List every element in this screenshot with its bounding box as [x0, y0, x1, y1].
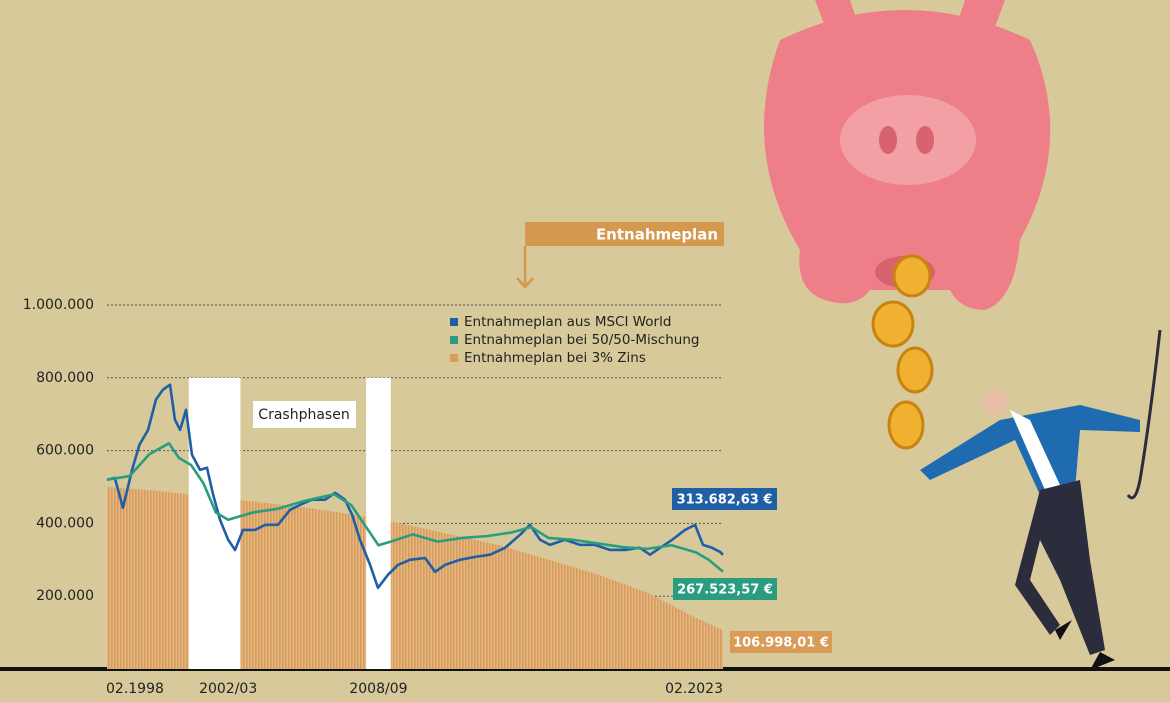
legend-swatch: [450, 354, 458, 362]
legend-label: Entnahmeplan bei 3% Zins: [464, 350, 646, 366]
legend-swatch: [450, 336, 458, 344]
line: [106, 442, 724, 573]
legend-swatch: [450, 318, 458, 326]
end-label: 267.523,57 €: [677, 583, 773, 598]
end-label-box: [672, 488, 777, 510]
illustration-man: [920, 329, 1162, 670]
illustration-pig: [764, 0, 1051, 310]
area: [107, 487, 723, 669]
line: [106, 383, 724, 590]
crash-phase: [188, 377, 241, 669]
legend-label: Entnahmeplan bei 50/50-Mischung: [464, 332, 699, 348]
end-label: 106.998,01 €: [733, 636, 829, 651]
y-tick-label: 800.000: [36, 370, 94, 386]
legend-label: Entnahmeplan aus MSCI World: [464, 314, 671, 330]
annotation-box: [525, 222, 724, 246]
crash-phase: [366, 377, 391, 669]
annotation-arrow: [516, 246, 535, 289]
end-label-box: [730, 631, 832, 653]
y-tick-label: 200.000: [36, 588, 94, 604]
y-tick-label: 600.000: [36, 443, 94, 459]
illustration-coins: [871, 254, 934, 450]
crash-label: Crashphasen: [258, 407, 349, 423]
end-label-box: [673, 578, 777, 600]
annotation: Entnahmeplan: [596, 226, 718, 244]
x-tick-label: 02.1998: [106, 681, 164, 697]
x-tick-label: 2002/03: [199, 681, 257, 697]
end-label: 313.682,63 €: [677, 493, 773, 508]
plot: 200.000 400.000 600.000 800.000 1.000.000 02.…: [23, 222, 832, 697]
y-tick-label: 1.000.000: [23, 297, 94, 313]
x-tick-label: 02.2023: [665, 681, 723, 697]
x-tick-label: 2008/09: [349, 681, 407, 697]
crash-label-box: [253, 401, 356, 428]
y-tick-label: 400.000: [36, 515, 94, 531]
